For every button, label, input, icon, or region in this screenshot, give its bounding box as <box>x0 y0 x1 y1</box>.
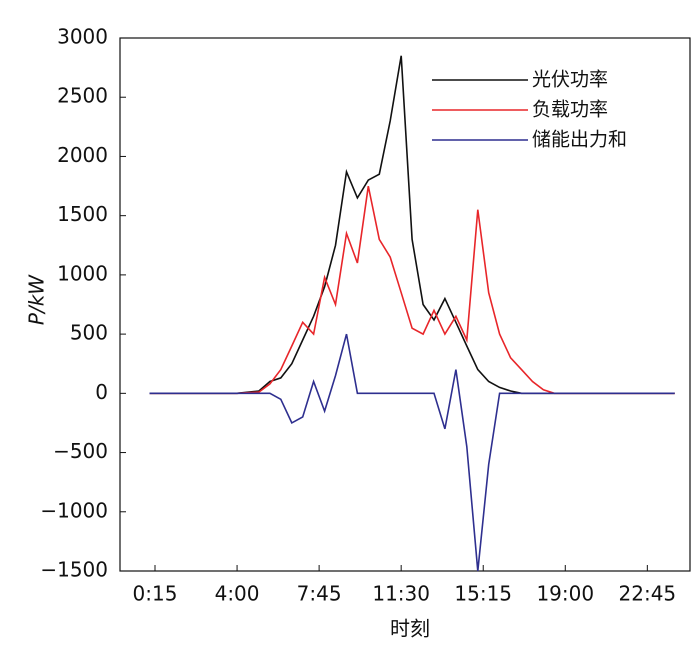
y-tick-label: 500 <box>70 321 108 345</box>
x-tick-label: 7:45 <box>297 582 342 606</box>
y-tick-label: 0 <box>95 380 108 404</box>
x-tick-label: 11:30 <box>372 582 430 606</box>
x-axis-label: 时刻 <box>390 617 430 641</box>
series-line <box>149 333 675 572</box>
plot-frame <box>119 37 691 572</box>
y-tick-label: 2000 <box>57 143 108 167</box>
legend-label: 储能出力和 <box>532 129 627 151</box>
legend-label: 负载功率 <box>532 99 608 121</box>
y-tick-label: 1500 <box>57 202 108 226</box>
x-tick-label: 19:00 <box>536 582 594 606</box>
y-tick-label: −1000 <box>40 498 108 522</box>
x-tick-label: 22:45 <box>619 582 677 606</box>
x-tick-label: 15:15 <box>454 582 512 606</box>
y-tick-label: −1500 <box>40 558 108 582</box>
y-axis-label: P/kW <box>25 274 49 325</box>
y-tick-label: 3000 <box>57 25 108 49</box>
x-tick-label: 0:15 <box>133 582 178 606</box>
y-tick-label: 1000 <box>57 261 108 285</box>
series-line <box>149 185 675 395</box>
y-tick-label: −500 <box>53 439 108 463</box>
legend-label: 光伏功率 <box>532 69 608 91</box>
y-tick-label: 2500 <box>57 84 108 108</box>
x-tick-label: 4:00 <box>215 582 260 606</box>
